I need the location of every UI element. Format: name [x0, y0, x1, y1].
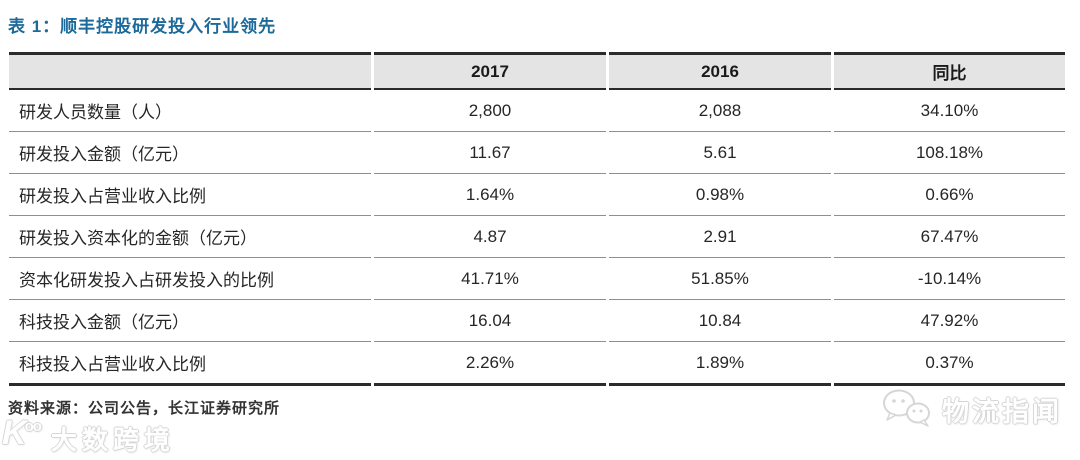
table-row: 科技投入金额（亿元） 16.04 10.84 47.92%	[9, 300, 1065, 342]
cell-yoy: 0.66%	[834, 174, 1065, 216]
cell-2016: 2.91	[609, 216, 831, 258]
table-row: 研发投入金额（亿元） 11.67 5.61 108.18%	[9, 132, 1065, 174]
cell-2016: 2,088	[609, 90, 831, 132]
cell-yoy: 67.47%	[834, 216, 1065, 258]
row-label: 研发人员数量（人）	[9, 90, 371, 132]
cell-2017: 2.26%	[374, 342, 606, 386]
cell-2016: 51.85%	[609, 258, 831, 300]
header-cell-2017: 2017	[374, 52, 606, 90]
rd-investment-table: 2017 2016 同比 研发人员数量（人） 2,800 2,088 34.10…	[6, 52, 1068, 386]
cell-2017: 4.87	[374, 216, 606, 258]
source-note: 资料来源：公司公告，长江证券研究所	[8, 400, 281, 417]
header-cell-yoy: 同比	[834, 52, 1065, 90]
watermark-wuliu-label: 物流指闻	[942, 396, 1062, 427]
cell-2017: 1.64%	[374, 174, 606, 216]
table-row: 研发投入资本化的金额（亿元） 4.87 2.91 67.47%	[9, 216, 1065, 258]
header-cell-blank	[9, 52, 371, 90]
row-label: 科技投入占营业收入比例	[9, 342, 371, 386]
table-header-row: 2017 2016 同比	[9, 52, 1065, 90]
cell-2017: 41.71%	[374, 258, 606, 300]
row-label: 研发投入金额（亿元）	[9, 132, 371, 174]
table-row: 科技投入占营业收入比例 2.26% 1.89% 0.37%	[9, 342, 1065, 386]
page-title: 表 1：顺丰控股研发投入行业领先	[8, 17, 277, 36]
row-label: 资本化研发投入占研发投入的比例	[9, 258, 371, 300]
row-label: 科技投入金额（亿元）	[9, 300, 371, 342]
cell-2016: 1.89%	[609, 342, 831, 386]
cell-2017: 11.67	[374, 132, 606, 174]
k-logo-icon: K	[2, 414, 27, 452]
cell-yoy: -10.14%	[834, 258, 1065, 300]
row-label: 研发投入资本化的金额（亿元）	[9, 216, 371, 258]
cell-yoy: 34.10%	[834, 90, 1065, 132]
k-logo-sup: oo	[24, 418, 42, 435]
watermark-dashu: K oo 大数跨境	[2, 416, 175, 457]
row-label: 研发投入占营业收入比例	[9, 174, 371, 216]
cell-yoy: 47.92%	[834, 300, 1065, 342]
header-cell-2016: 2016	[609, 52, 831, 90]
cell-2017: 2,800	[374, 90, 606, 132]
cell-2016: 5.61	[609, 132, 831, 174]
table-row: 资本化研发投入占研发投入的比例 41.71% 51.85% -10.14%	[9, 258, 1065, 300]
watermark-wuliu: 物流指闻	[880, 388, 1062, 430]
cell-2017: 16.04	[374, 300, 606, 342]
table-row: 研发投入占营业收入比例 1.64% 0.98% 0.66%	[9, 174, 1065, 216]
cell-2016: 10.84	[609, 300, 831, 342]
table-row: 研发人员数量（人） 2,800 2,088 34.10%	[9, 90, 1065, 132]
cell-2016: 0.98%	[609, 174, 831, 216]
watermark-dashu-label: 大数跨境	[50, 425, 175, 455]
wechat-bubbles-icon	[883, 389, 930, 427]
cell-yoy: 0.37%	[834, 342, 1065, 386]
cell-yoy: 108.18%	[834, 132, 1065, 174]
